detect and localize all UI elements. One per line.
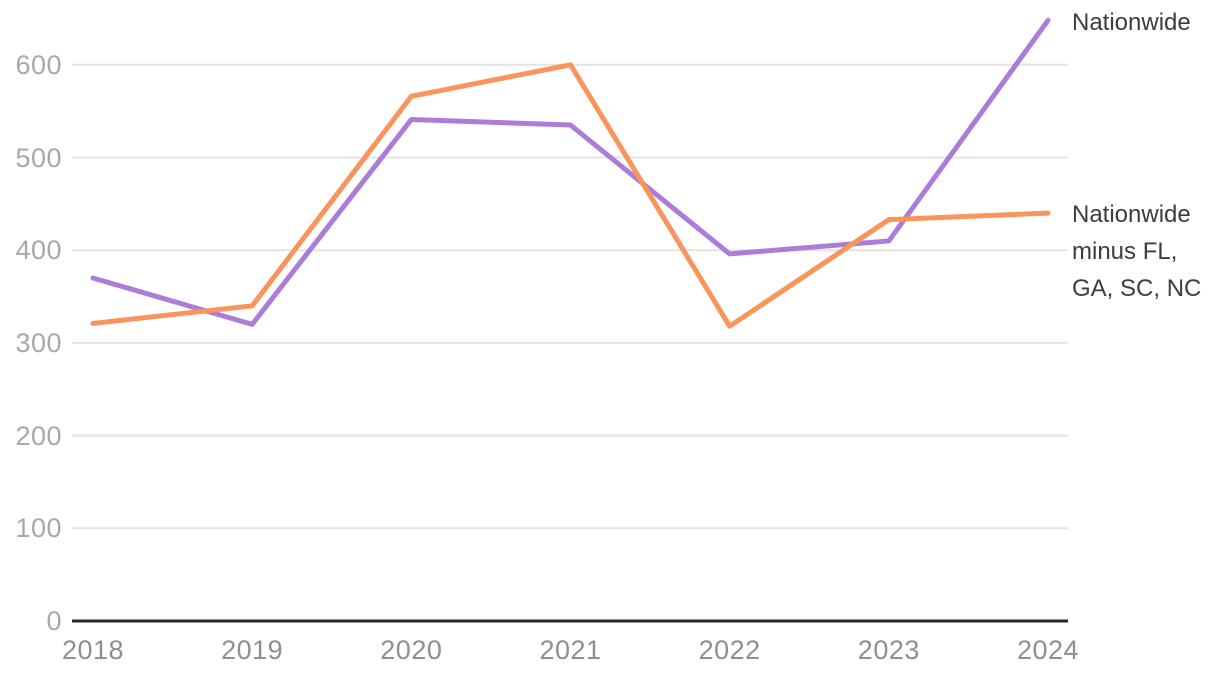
x-tick-label: 2023 [857, 635, 920, 665]
y-tick-label: 300 [15, 327, 62, 358]
gridlines [72, 63, 1068, 623]
y-tick-label: 200 [15, 420, 62, 451]
y-tick-label: 400 [15, 235, 62, 266]
y-tick-label: 100 [15, 513, 62, 544]
x-tick-label: 2024 [1016, 635, 1080, 665]
y-tick-label: 0 [46, 606, 62, 636]
x-tick-label: 2018 [61, 635, 125, 665]
x-tick-label: 2019 [221, 635, 284, 665]
nationwide-line [90, 17, 1051, 327]
x-tick-label: 2021 [539, 635, 602, 665]
legend-label-nationwide-minus: Nationwide minus FL, GA, SC, NC [1072, 201, 1202, 302]
y-tick-label: 500 [15, 142, 62, 173]
y-tick-label: 600 [15, 49, 62, 80]
x-tick-label: 2020 [380, 635, 443, 665]
x-tick-label: 2022 [698, 635, 761, 665]
nationwide-minus-line [90, 62, 1051, 329]
legend-label-nationwide: Nationwide [1072, 9, 1191, 36]
